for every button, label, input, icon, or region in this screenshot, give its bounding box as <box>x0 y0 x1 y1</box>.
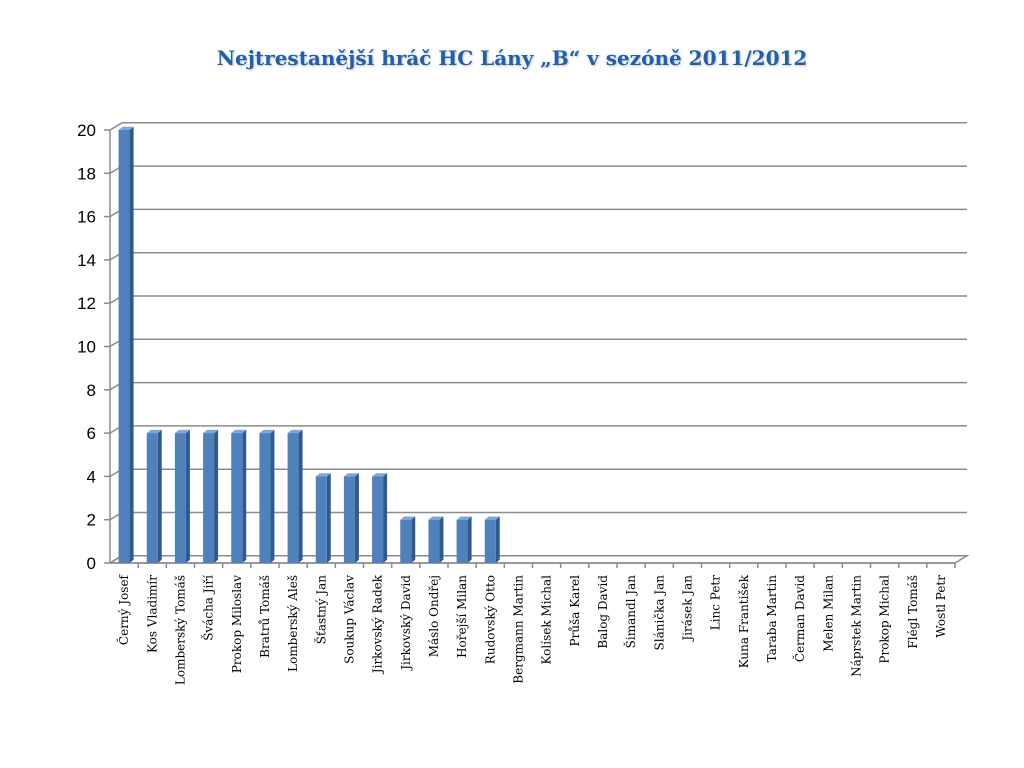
x-tick-label: Kolísek Michal <box>540 575 554 665</box>
x-tick-label: Soukup Václav <box>342 575 356 664</box>
x-tick-label: Prokop Michal <box>878 575 892 664</box>
x-tick-label: Bergmann Martin <box>511 575 525 684</box>
x-tick-label: Lomberský Aleš <box>286 575 300 672</box>
x-tick-label: Taraba Martin <box>765 575 779 663</box>
bars <box>118 126 500 564</box>
gridline <box>109 165 967 174</box>
y-tick-label: 18 <box>77 164 96 183</box>
x-tick-label: Kos Vladimír <box>145 575 159 653</box>
x-tick-label: Wostl Petr <box>934 575 948 638</box>
x-tick-label: Melen Milan <box>821 575 835 652</box>
x-tick-label: Jirkovský David <box>399 575 413 672</box>
x-tick-label: Šimandl Jan <box>622 575 638 649</box>
x-tick-label: Prokop Miloslav <box>230 575 244 673</box>
y-tick-label: 14 <box>77 251 96 270</box>
bar <box>400 516 416 563</box>
bar <box>456 516 472 563</box>
bar <box>203 429 219 563</box>
x-tick-label: Jirásek Jan <box>680 575 694 643</box>
y-tick-label: 10 <box>77 338 96 357</box>
y-tick-label: 6 <box>87 424 96 443</box>
x-tick-label: Lomberský Tomáš <box>173 575 187 685</box>
bar <box>118 126 134 564</box>
bar <box>287 429 303 563</box>
x-tick-label: Máslo Ondřej <box>427 575 441 657</box>
y-tick-label: 0 <box>87 554 96 573</box>
y-tick-label: 20 <box>77 121 96 140</box>
bar <box>343 473 359 563</box>
x-tick-label: Linc Petr <box>709 575 723 631</box>
y-tick-label: 8 <box>87 381 96 400</box>
gridline <box>109 122 967 131</box>
y-tick-labels: 0 2 4 6 8 10 12 14 16 18 20 <box>77 121 96 573</box>
y-tick-label: 2 <box>87 511 96 530</box>
x-tick-label: Jirkovský Radek <box>371 574 385 675</box>
x-tick-label: Bratrů Tomáš <box>257 575 272 658</box>
bar <box>231 429 247 563</box>
bar <box>484 516 500 563</box>
gridline <box>109 251 967 261</box>
x-tick-label: Kuna František <box>737 574 751 668</box>
x-tick-labels: Černý Josef Kos Vladimír Lomberský Tomáš Šv… <box>115 573 948 685</box>
bar <box>146 429 162 563</box>
x-tick-label: Flégl Tomáš <box>906 575 920 649</box>
x-tick-label: Černý Josef <box>115 573 131 645</box>
x-tick-label: Slánička Jan <box>652 575 666 651</box>
x-tick-label: Rudovský Otto <box>483 575 497 664</box>
x-tick-label: Náprstek Martin <box>849 575 863 677</box>
y-tick-label: 4 <box>87 467 96 486</box>
x-tick-label: Šťastný Jan <box>312 575 328 644</box>
bar <box>259 429 275 563</box>
bar <box>428 516 444 563</box>
x-tick-label: Průša Karel <box>567 575 582 647</box>
axes <box>104 129 970 568</box>
x-tick-label: Balog David <box>596 575 610 649</box>
x-tick-label: Čerman David <box>791 575 807 662</box>
gridline <box>109 295 967 304</box>
bar <box>315 473 331 563</box>
bar <box>372 473 388 563</box>
x-tick-label: Švácha Jiří <box>200 575 216 641</box>
y-tick-label: 16 <box>77 208 96 227</box>
gridline <box>109 338 967 348</box>
gridline <box>109 381 967 391</box>
y-tick-label: 12 <box>77 294 96 313</box>
bar <box>174 429 190 563</box>
chart-title: Nejtrestanější hráč HC Lány „B“ v sezóně… <box>216 46 808 70</box>
x-tick-label: Hořejší Milan <box>455 575 469 658</box>
gridline <box>109 208 967 218</box>
